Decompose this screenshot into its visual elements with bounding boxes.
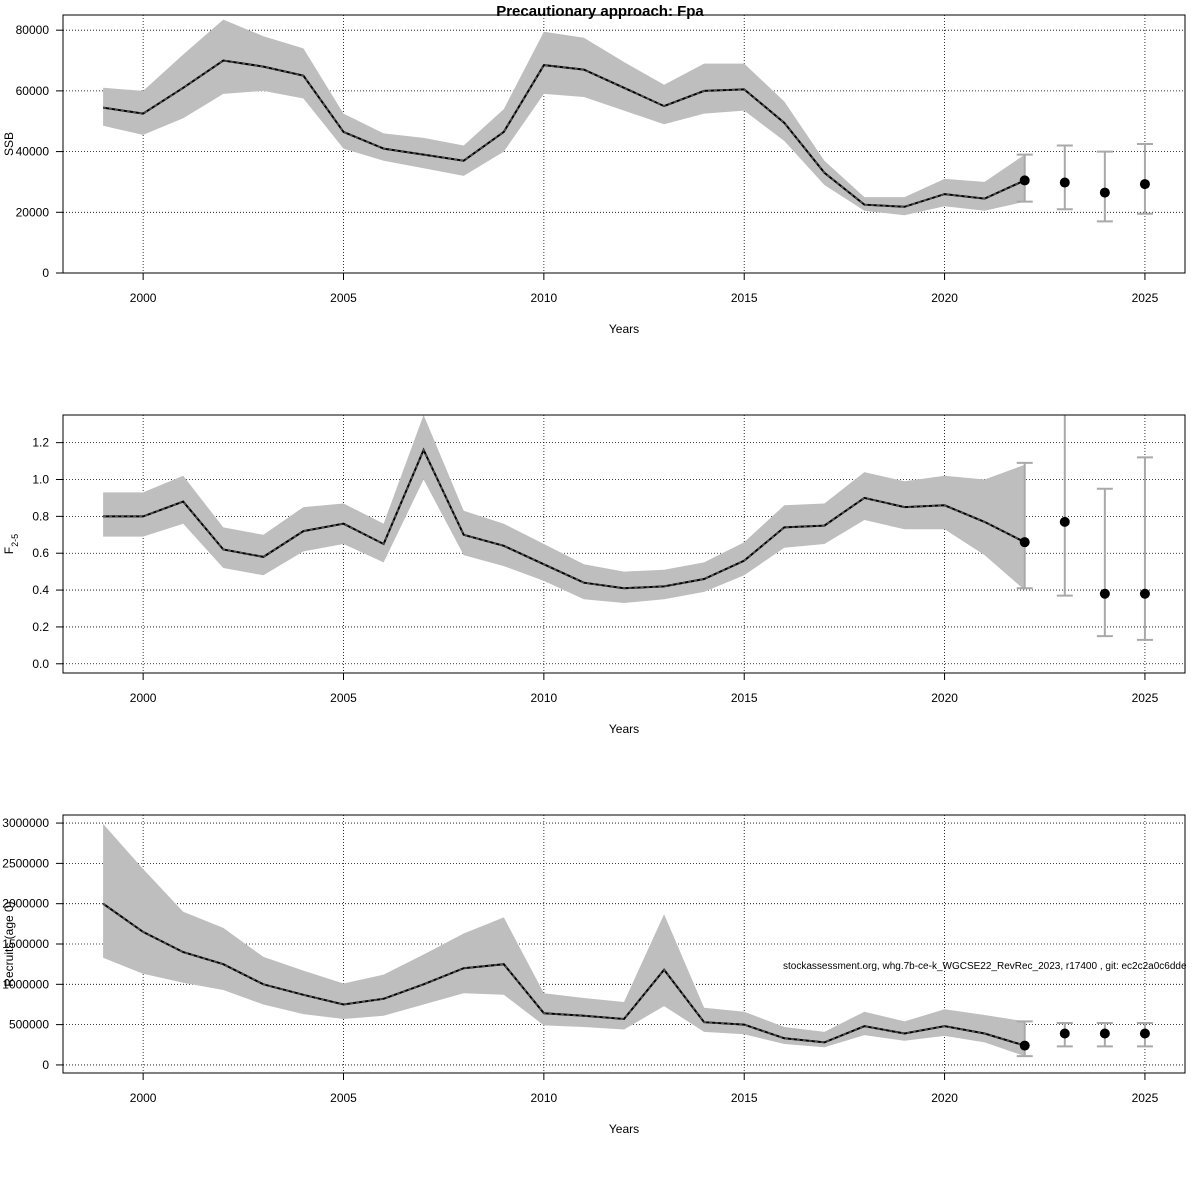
footer-note: stockassessment.org, whg.7b-ce-k_WGCSE22…: [783, 961, 1187, 972]
plot-frame: [62, 414, 1186, 674]
confidence-band: [103, 823, 1025, 1057]
x-tick-label: 2020: [931, 291, 958, 305]
y-tick-label: 500000: [9, 1018, 49, 1032]
estimate-line: [102, 902, 1025, 1047]
y-tick-label: 0: [42, 1058, 49, 1072]
forecast-point: [1139, 1028, 1150, 1039]
y-tick-label: 2000000: [2, 897, 49, 911]
forecast-point: [1059, 177, 1070, 188]
chart-panel-2: 2000 2005 2010 2015 2020 2025 0.0 0.2 0.4 0.6 0.8 1…: [2, 414, 1186, 736]
x-tick-label: 2015: [731, 691, 758, 705]
y-axis-label: Recruits (age 0): [2, 901, 16, 986]
x-tick-label: 2025: [1132, 1091, 1159, 1105]
y-tick-label: 1.0: [32, 473, 49, 487]
plot-area: [102, 823, 1153, 1058]
x-tick-label: 2005: [330, 691, 357, 705]
forecast-point: [1099, 1028, 1110, 1039]
x-tick-label: 2005: [330, 291, 357, 305]
y-tick-label: 1500000: [2, 937, 49, 951]
forecast-point: [1019, 537, 1030, 548]
confidence-band: [103, 19, 1025, 216]
y-tick-label: 0: [42, 266, 49, 280]
x-tick-label: 2025: [1132, 291, 1159, 305]
forecast-point: [1099, 588, 1110, 599]
x-tick-label: 2010: [531, 291, 558, 305]
x-tick-label: 2015: [731, 1091, 758, 1105]
panels: 2000 2005 2010 2015 2020 20250200004000060000…: [2, 14, 1186, 1136]
forecast-errorbar: [1136, 456, 1153, 641]
plot-area: [102, 19, 1153, 223]
x-tick-label: 2000: [130, 1091, 157, 1105]
x-axis-label: Years: [609, 722, 639, 736]
estimate-line-dashed: [102, 59, 1025, 208]
y-tick-label: 20000: [16, 205, 50, 219]
y-tick-label: 60000: [16, 84, 50, 98]
forecast-point: [1019, 175, 1030, 186]
x-tick-label: 2020: [931, 1091, 958, 1105]
chart-panel-3: 2000 2005 2010 2015 2020 2025 0 500000 1000000 15…: [2, 814, 1186, 1136]
y-tick-label: 40000: [16, 145, 50, 159]
figure-title: Precautionary approach: Fpa: [496, 3, 704, 20]
y-tick-label: 80000: [16, 23, 50, 37]
x-axis-label: Years: [609, 322, 639, 336]
y-tick-label: 2500000: [2, 856, 49, 870]
x-tick-label: 2005: [330, 1091, 357, 1105]
forecast-point: [1099, 187, 1110, 198]
y-tick-label: 1.2: [32, 436, 49, 450]
x-tick-label: 2000: [130, 291, 157, 305]
forecast-point: [1059, 1028, 1070, 1039]
forecast-errorbar: [1096, 487, 1113, 638]
forecast-errorbar: [1136, 143, 1153, 215]
x-tick-label: 2010: [531, 691, 558, 705]
plot-area: [103, 415, 1153, 641]
forecast-errorbar: [1016, 461, 1033, 590]
forecast-point: [1059, 516, 1070, 527]
forecast-errorbar: [1056, 415, 1073, 597]
x-tick-label: 2015: [731, 291, 758, 305]
y-tick-label: 0.6: [32, 546, 49, 560]
confidence-band: [103, 415, 1025, 603]
y-axis-label: SSB: [2, 132, 16, 156]
estimate-line: [103, 447, 1026, 590]
y-axis-label: F2-5: [2, 534, 20, 554]
y-tick-label: 3000000: [2, 816, 49, 830]
y-tick-label: 0.2: [32, 620, 49, 634]
x-tick-label: 2020: [931, 691, 958, 705]
y-tick-label: 0.0: [32, 657, 49, 671]
forecast-point: [1139, 588, 1150, 599]
x-tick-label: 2000: [130, 691, 157, 705]
forecast-errorbar: [1096, 150, 1113, 223]
forecast-errorbar: [1056, 144, 1073, 211]
y-axis-label-subscript: 2-5: [10, 534, 20, 547]
x-tick-label: 2010: [531, 1091, 558, 1105]
forecast-point: [1019, 1040, 1030, 1051]
x-axis-label: Years: [609, 1122, 639, 1136]
forecast-point: [1139, 179, 1150, 190]
plot-frame: [62, 14, 1186, 274]
y-tick-label: 0.8: [32, 509, 49, 523]
chart-panel-1: 2000 2005 2010 2015 2020 2025 0 20000 40000 60000…: [2, 14, 1186, 336]
y-tick-label: 0.4: [32, 583, 49, 597]
y-tick-label: 1000000: [2, 977, 49, 991]
x-tick-label: 2025: [1132, 691, 1159, 705]
